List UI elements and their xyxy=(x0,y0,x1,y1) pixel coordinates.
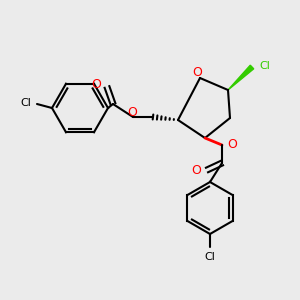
Text: O: O xyxy=(91,79,101,92)
Text: Cl: Cl xyxy=(259,61,270,71)
Text: O: O xyxy=(192,67,202,80)
Text: O: O xyxy=(227,137,237,151)
Text: Cl: Cl xyxy=(205,252,215,262)
Text: Cl: Cl xyxy=(20,98,31,108)
Polygon shape xyxy=(228,65,254,90)
Text: O: O xyxy=(127,106,137,118)
Text: O: O xyxy=(191,164,201,178)
